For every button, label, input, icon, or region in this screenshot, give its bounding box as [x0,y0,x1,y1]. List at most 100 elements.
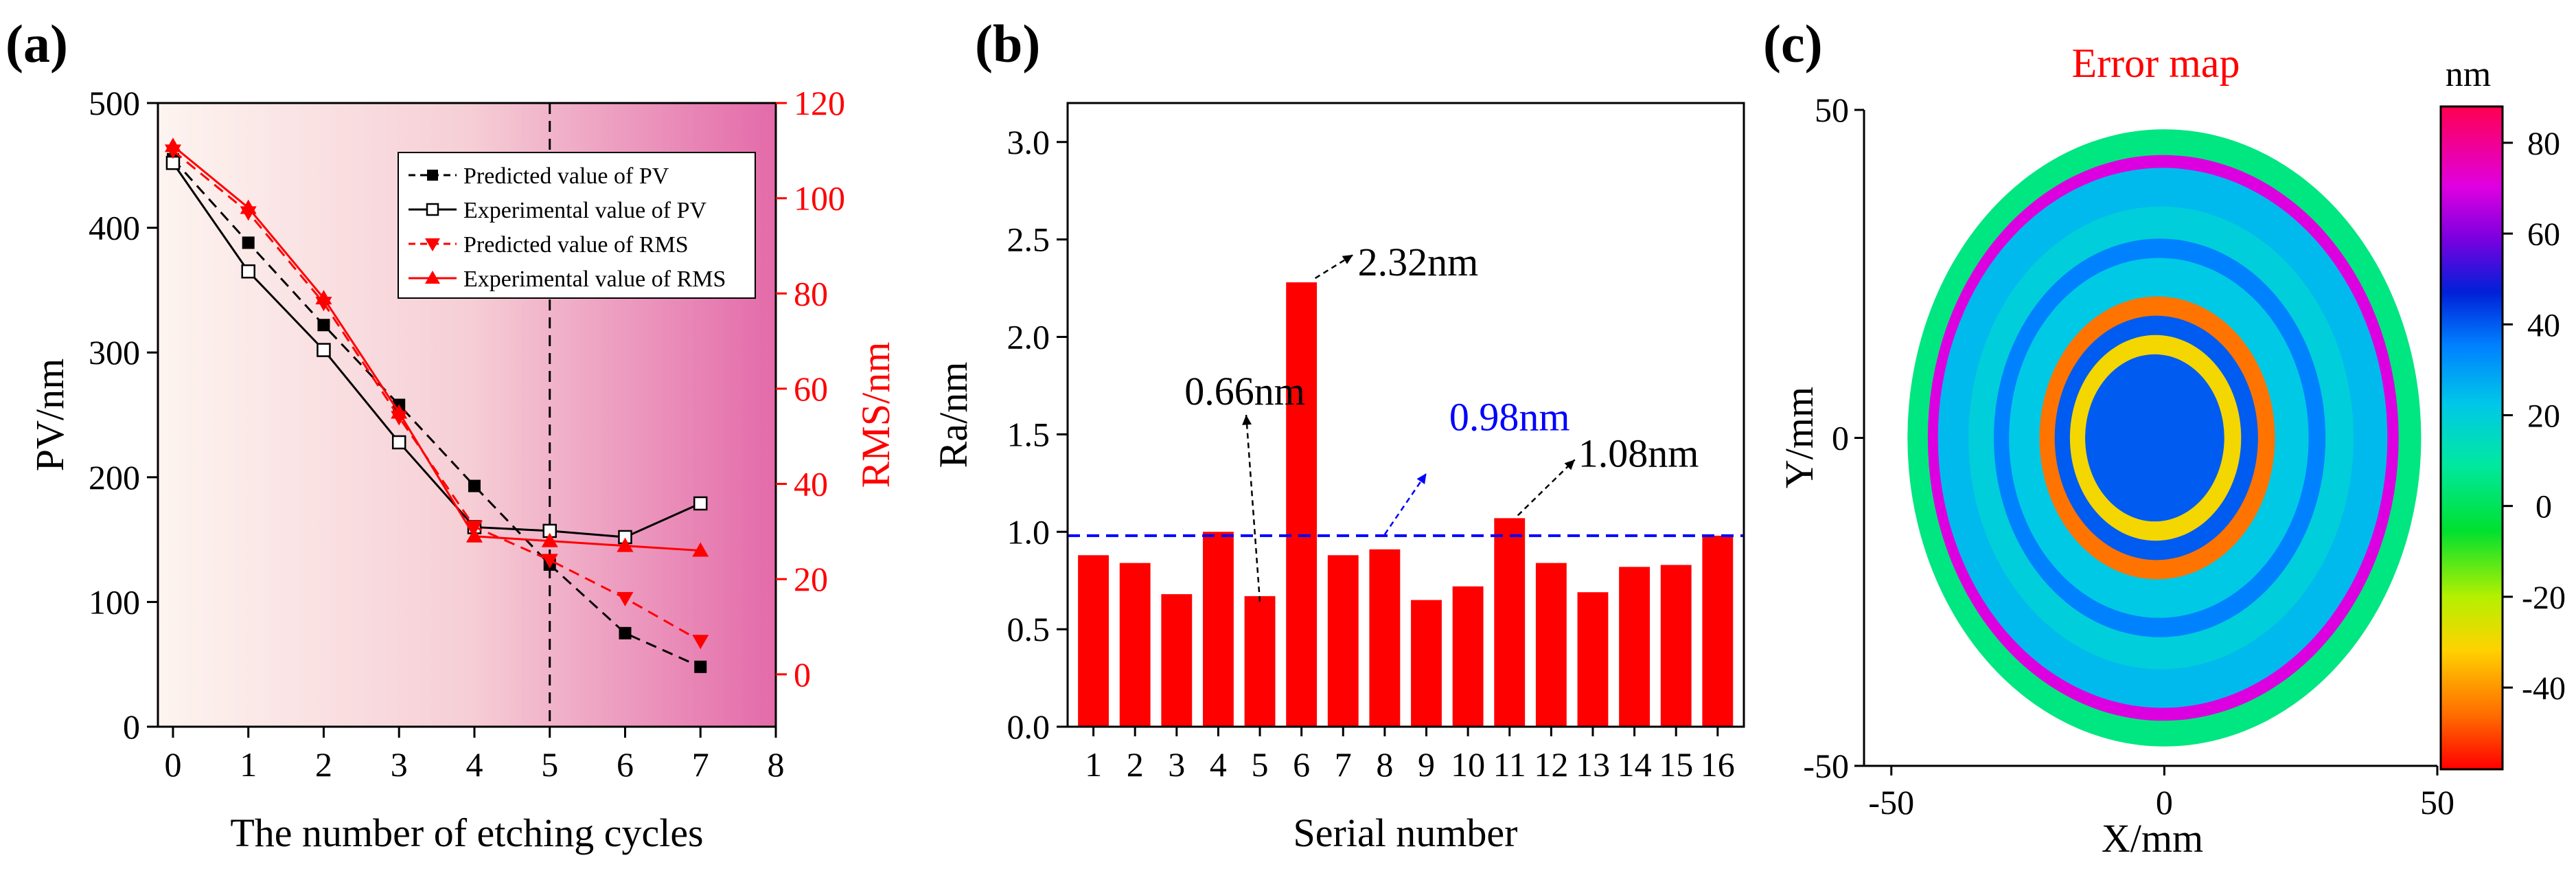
panel-a-ylabel: PV/nm [27,359,72,471]
x-tick-label: 14 [1618,745,1652,784]
y-tick-label: -50 [1803,747,1849,785]
x-tick-label: 2 [315,745,332,784]
x-tick-label: 7 [1335,745,1352,784]
y-tick-label: 1.0 [1007,512,1050,551]
y2-tick-label: 120 [794,84,845,122]
x-tick-label: 3 [1168,745,1185,784]
y-tick-label: 500 [89,84,140,122]
series-3-point-0 [164,137,181,152]
legend-marker-3 [425,271,440,284]
x-tick-label: 11 [1493,745,1526,784]
panel-a-legend: Predicted value of PV Experimental value … [398,152,756,299]
x-tick-label: 12 [1534,745,1568,784]
series-3-point-3 [391,404,408,419]
legend-box [398,152,756,299]
bar-14 [1619,567,1651,727]
panel-a-frame [157,102,777,728]
panel-a-x-ticks: 0 1 2 3 4 5 6 7 8 [164,727,785,784]
y2-tick-label: 0 [794,655,811,694]
annot-098-arrow-line [1383,473,1427,535]
panel-c-map [1907,129,2422,747]
bar-16 [1702,535,1734,727]
bar-1 [1078,555,1109,727]
annot-108-label: 1.08nm [1578,431,1699,475]
series-2-point-7 [692,635,709,650]
y2-tick-label: 40 [794,465,828,503]
error-ring-9 [2085,354,2224,522]
series-1-point-1 [241,264,255,279]
legend-marker-2 [425,238,440,251]
x-tick-label: 6 [617,745,634,784]
x-tick-label: 5 [1252,745,1269,784]
panel-a: (a) 0 1 2 3 4 5 6 7 8 0 100 200 300 400 500 0 20 40 60 80… [5,14,898,855]
series-1-point-2 [317,343,331,357]
legend-marker-0 [427,170,438,181]
series-0-point-4 [468,479,481,492]
bar-12 [1535,563,1567,727]
y-tick-label: 1.5 [1007,415,1050,453]
series-0-point-2 [317,319,330,332]
bar-7 [1327,555,1359,727]
x-tick-label: 13 [1576,745,1610,784]
series-2-point-4 [465,520,483,535]
panel-a-label: (a) [5,14,68,73]
series-3-point-1 [240,199,257,214]
y-tick-label: 100 [89,582,140,621]
panel-c-x-ticks: -50 0 50 [1868,766,2454,821]
legend-label-0: Predicted value of PV [463,163,669,189]
bar-11 [1494,518,1526,727]
colorbar-ticks: 80 60 40 20 0 -20 -40 [2503,126,2566,707]
legend-label-3: Experimental value of RMS [463,267,726,292]
bar-13 [1577,592,1609,727]
legend-label-2: Predicted value of RMS [463,232,689,258]
panel-a-xlabel: The number of etching cycles [230,811,703,855]
bar-9 [1411,600,1442,727]
panel-b: (b) 1 2 3 4 5 6 7 8 9 10 11 12 13 14 15 16 0.00.51.01.5… [931,14,1745,855]
panel-c-y-ticks: 50 0 -50 [1803,91,1864,785]
panel-b-ylabel: Ra/nm [931,362,976,468]
y2-tick-label: 80 [794,274,828,313]
series-3-point-2 [315,290,332,305]
panel-a-y2label: RMS/nm [853,342,898,488]
annot-108-arrow-line [1517,459,1576,517]
y-tick-label: 0 [123,707,140,746]
y-tick-label: 0 [1832,419,1849,457]
panel-b-label: (b) [975,14,1040,73]
panel-c: (c) Error map -50 0 50 50 0 -50 X/mm Y/mm nm… [1763,14,2566,861]
y2-tick-label: 100 [794,179,845,218]
bar-2 [1119,563,1151,727]
panel-b-x-ticks: 1 2 3 4 5 6 7 8 9 10 11 12 13 14 15 16 [1085,727,1735,784]
bar-3 [1161,594,1193,727]
series-2-point-6 [617,591,634,607]
x-tick-label: 3 [391,745,408,784]
y-tick-label: 300 [89,333,140,372]
panel-b-xlabel: Serial number [1293,811,1518,855]
series-2-point-5 [541,554,558,569]
x-tick-label: 2 [1127,745,1144,784]
annot-108-arrow-head [1564,460,1575,471]
annot-066-label: 0.66nm [1184,369,1305,413]
panel-c-xlabel: X/mm [2102,816,2203,861]
panel-c-title: Error map [2072,41,2240,86]
y2-tick-label: 20 [794,560,828,598]
panel-a-y2-ticks: 0 20 40 60 80 100 120 [776,84,845,694]
colorbar-tick-label: -20 [2522,580,2566,616]
y-tick-label: 3.0 [1007,123,1050,161]
series-line-1 [172,162,701,539]
x-tick-label: 10 [1451,745,1485,784]
bar-10 [1452,586,1484,727]
colorbar-tick-label: 80 [2527,126,2560,162]
bar-8 [1369,549,1401,727]
annot-098-arrow-head [1416,473,1427,484]
y2-tick-label: 60 [794,370,828,408]
x-tick-label: 1 [1085,745,1102,784]
y-tick-label: 0.0 [1007,707,1050,746]
x-tick-label: 4 [465,745,483,784]
series-line-0 [172,158,701,668]
series-line-3 [172,145,701,552]
colorbar-tick-label: 60 [2527,216,2560,253]
x-tick-label: 8 [1376,745,1393,784]
bar-4 [1203,532,1234,727]
x-tick-label: 50 [2420,783,2454,821]
